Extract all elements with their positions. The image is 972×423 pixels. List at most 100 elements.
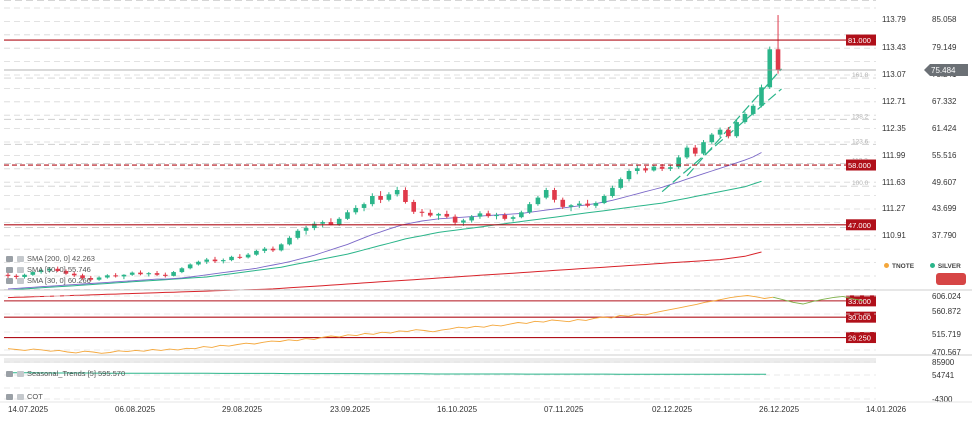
candle-body	[278, 244, 284, 251]
candle-body	[634, 168, 640, 171]
gear-icon[interactable]	[6, 371, 13, 378]
gear-icon[interactable]	[6, 256, 13, 263]
x-tick-label: 07.11.2025	[544, 405, 584, 414]
candle-body	[436, 213, 441, 216]
eye-icon[interactable]	[17, 278, 24, 285]
candle-body	[659, 166, 665, 169]
candle-body	[527, 204, 532, 213]
x-tick-label: 23.09.2025	[330, 405, 371, 414]
level-tag-label: 26.250	[848, 334, 871, 343]
candle-body	[262, 248, 267, 251]
y-right-tick-label: 55.516	[932, 151, 957, 160]
level-tag	[846, 311, 876, 323]
gear-icon[interactable]	[6, 278, 13, 285]
candle-body	[668, 167, 673, 169]
candle-body	[593, 203, 599, 206]
candle-body	[386, 194, 392, 200]
candle-body	[96, 277, 102, 280]
candle-body	[287, 237, 292, 245]
legend-item-tnote: TNOTE	[884, 263, 914, 270]
candle-body	[303, 228, 309, 231]
candle-body	[684, 147, 690, 158]
candle-body	[510, 217, 516, 219]
fib-level-label: 138.2	[852, 113, 869, 120]
eye-icon[interactable]	[17, 394, 24, 401]
candle-body	[676, 157, 681, 168]
y-left-tick-label: 111.63	[882, 178, 906, 187]
candle-body	[105, 275, 110, 278]
candle-body	[709, 134, 715, 143]
candle-body	[237, 256, 243, 258]
level-tag	[846, 219, 876, 231]
candle-body	[328, 222, 334, 225]
candle-body	[577, 203, 582, 206]
candle-body	[767, 49, 773, 88]
candle-body	[643, 168, 648, 171]
candle-body	[750, 105, 756, 114]
candle-body	[610, 187, 615, 196]
cot-legend[interactable]: COT	[6, 392, 43, 401]
y-right-tick-label: 37.790	[932, 231, 957, 240]
level-tag	[846, 34, 876, 46]
candle-body	[585, 203, 590, 206]
seasonal-y-tick-label: 515.719	[932, 330, 961, 339]
y-right-tick-label: 61.424	[932, 124, 957, 133]
candle-body	[13, 275, 19, 277]
x-tick-label: 26.12.2025	[759, 405, 800, 414]
fib-level-label: 161.8	[852, 72, 869, 79]
gear-icon[interactable]	[6, 394, 13, 401]
legend-label-silver: SILVER	[937, 263, 961, 270]
candle-body	[469, 216, 474, 221]
sma-30-legend[interactable]: SMA [30, 0] 60.266	[6, 276, 91, 285]
candle-body	[138, 272, 143, 275]
channel-upper-line	[686, 68, 782, 177]
candle-body	[270, 248, 276, 251]
eye-icon[interactable]	[17, 267, 24, 274]
candle-body	[370, 195, 375, 205]
candle-body	[717, 129, 723, 135]
candle-body	[502, 215, 508, 219]
y-left-tick-label: 113.79	[882, 15, 906, 24]
candle-body	[196, 261, 201, 265]
current-price-label: 75.484	[931, 66, 956, 75]
level-tag	[846, 295, 876, 307]
x-tick-label: 02.12.2025	[652, 405, 693, 414]
candle-body	[477, 213, 483, 217]
sma-200-legend[interactable]: SMA [200, 0] 42.263	[6, 254, 95, 263]
eye-icon[interactable]	[17, 371, 24, 378]
y-left-tick-label: 113.43	[882, 43, 906, 52]
candle-body	[212, 259, 218, 262]
candle-body	[552, 190, 557, 200]
candle-body	[568, 205, 574, 207]
candle-body	[220, 260, 226, 262]
silver-swatch-icon	[929, 263, 935, 268]
gear-icon[interactable]	[6, 267, 13, 274]
candle-body	[80, 275, 85, 279]
eye-icon[interactable]	[17, 256, 24, 263]
sma-50-legend[interactable]: SMA [50, 0] 55.746	[6, 265, 91, 274]
candle-body	[452, 216, 458, 223]
candle-body	[419, 211, 425, 213]
y-right-tick-label: 79.149	[932, 43, 957, 52]
sma-50-line	[7, 180, 762, 291]
candle-body	[651, 166, 657, 171]
x-tick-label: 14.07.2025	[8, 405, 49, 414]
sma-30-line	[7, 152, 762, 290]
candle-body	[245, 254, 251, 258]
level-tag-label: 30.000	[848, 313, 871, 322]
sma-50-legend-text: SMA [50, 0] 55.746	[27, 265, 91, 274]
seasonal-legend[interactable]: Seasonal_Trends [5] 595.570	[6, 369, 125, 378]
fib-level-label: 123.6	[852, 138, 869, 145]
candle-body	[312, 223, 317, 229]
x-tick-label: 06.08.2025	[115, 405, 156, 414]
candle-body	[775, 49, 781, 70]
candle-body	[394, 190, 400, 195]
level-tag	[846, 159, 876, 171]
candle-body	[336, 218, 342, 225]
seasonal-y-tick-label: 606.024	[932, 292, 961, 301]
seasonal-series-legend: TNOTE SILVER	[884, 263, 972, 270]
candle-body	[129, 272, 135, 275]
action-button[interactable]	[936, 273, 966, 285]
candle-body	[88, 278, 94, 280]
